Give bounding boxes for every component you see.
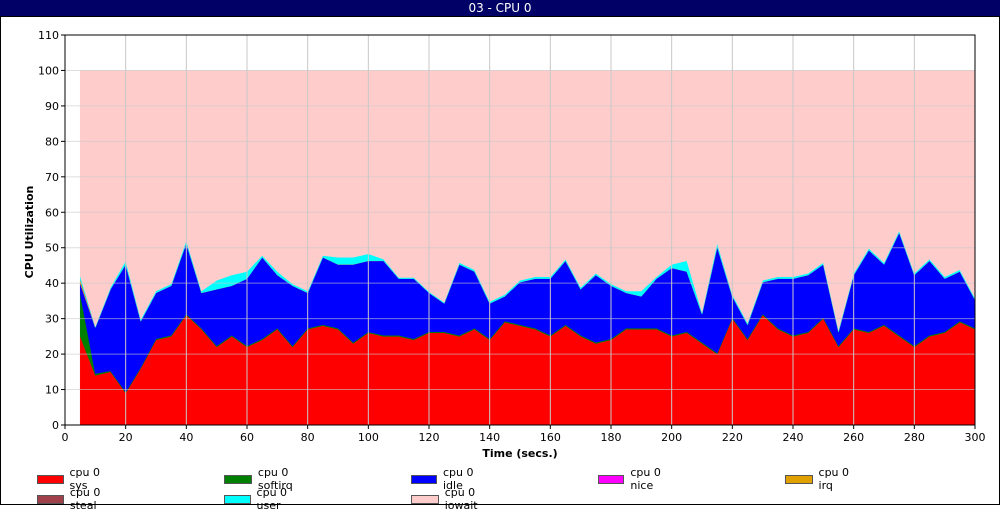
legend-item: cpu 0 steal [37,486,110,512]
x-axis-label: Time (secs.) [482,447,557,460]
legend-swatch [598,474,625,484]
x-tick-label: 100 [358,431,379,444]
legend-item: cpu 0 sys [37,466,103,492]
legend-swatch [37,474,64,484]
legend-swatch [411,494,439,504]
x-tick-label: 240 [783,431,804,444]
legend-swatch [224,494,251,504]
x-tick-label: 60 [240,431,254,444]
legend-item: cpu 0 nice [598,466,667,492]
y-tick-label: 30 [45,313,59,326]
x-tick-label: 300 [965,431,986,444]
x-tick-label: 80 [301,431,315,444]
x-tick-label: 180 [601,431,622,444]
x-tick-label: 260 [843,431,864,444]
legend-label: cpu 0 irq [818,466,850,492]
legend-label: cpu 0 nice [630,466,661,492]
x-tick-label: 280 [904,431,925,444]
stacked-areas [79,70,976,426]
legend-label: cpu 0 softirq [257,466,293,492]
legend-item: cpu 0 irq [785,466,851,492]
y-tick-label: 0 [52,419,59,432]
x-tick-label: 120 [419,431,440,444]
legend-label: cpu 0 steal [69,486,101,512]
y-tick-label: 70 [45,171,59,184]
legend-swatch [37,494,64,504]
y-tick-label: 80 [45,135,59,148]
y-axis-label: CPU Utilization [23,186,36,279]
plot-area-border [64,34,976,426]
x-tick-label: 0 [62,431,69,444]
y-tick-label: 110 [38,29,59,42]
x-tick-label: 140 [479,431,500,444]
y-tick-label: 60 [45,206,59,219]
legend-label: cpu 0 idle [443,466,474,492]
legend-swatch [785,474,813,484]
window-title: 03 - CPU 0 [0,0,1000,16]
y-tick-label: 40 [45,277,59,290]
x-tick-label: 220 [722,431,743,444]
x-tick-label: 40 [179,431,193,444]
legend-item: cpu 0 user [224,486,294,512]
legend-label: cpu 0 sys [69,466,101,492]
legend-label: cpu 0 iowait [444,486,478,512]
legend-label: cpu 0 user [256,486,288,512]
y-tick-label: 10 [45,384,59,397]
y-tick-label: 100 [38,64,59,77]
legend-swatch [411,474,437,484]
y-tick-label: 20 [45,348,59,361]
x-tick-label: 20 [119,431,133,444]
gridlines [65,35,975,425]
y-tick-label: 50 [45,242,59,255]
x-axis-ticks: 0 20 40 60 80 100 120 140 160 180 200 220 240 260 280 3… [62,425,986,444]
legend-item: cpu 0 idle [411,466,477,492]
x-tick-label: 200 [661,431,682,444]
x-tick-label: 160 [540,431,561,444]
legend-item: cpu 0 softirq [224,466,305,492]
legend-item: cpu 0 iowait [411,486,490,512]
y-tick-label: 90 [45,100,59,113]
y-axis-ticks: 0 10 20 30 40 50 60 70 80 90 100 110 [38,29,65,432]
legend-swatch [224,474,252,484]
